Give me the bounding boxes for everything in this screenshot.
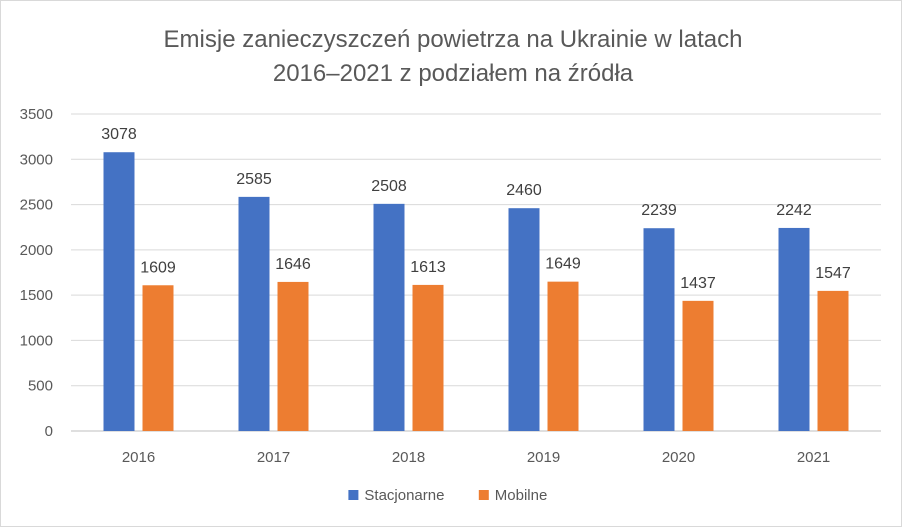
y-tick-label: 0: [45, 423, 53, 440]
y-axis-ticks: 0 500 1000 1500 2000 2500 3000 3500: [20, 106, 53, 440]
bar-mobilne-2018: [412, 284, 444, 431]
legend-label-stacjonarne: Stacjonarne: [364, 487, 444, 504]
y-tick-label: 3500: [20, 106, 53, 123]
x-tick-label: 2017: [257, 449, 290, 466]
y-tick-label: 1500: [20, 287, 53, 304]
y-tick-label: 2000: [20, 242, 53, 259]
data-labels: 3078 1609 2585 1646 2508 1613 2460 1649 2239 1437…: [101, 126, 851, 292]
legend: Stacjonarne Mobilne: [348, 487, 547, 504]
data-label: 1649: [545, 256, 581, 273]
legend-swatch-mobilne: [478, 490, 489, 500]
y-tick-label: 500: [28, 378, 53, 395]
data-label: 1609: [140, 259, 176, 276]
data-label: 1613: [410, 259, 446, 276]
x-tick-label: 2019: [527, 449, 560, 466]
bar-stacjonarne-2021: [778, 227, 810, 431]
data-label: 2239: [641, 202, 677, 219]
x-tick-label: 2020: [662, 449, 695, 466]
y-tick-label: 2500: [20, 197, 53, 214]
x-axis-ticks: 2016 2017 2018 2019 2020 2021: [122, 449, 830, 466]
data-label: 2508: [371, 178, 407, 195]
legend-label-mobilne: Mobilne: [495, 487, 548, 504]
bar-mobilne-2019: [547, 281, 579, 431]
data-label: 3078: [101, 126, 137, 143]
data-label: 1646: [275, 256, 311, 273]
bar-stacjonarne-2017: [238, 196, 270, 431]
y-tick-label: 3000: [20, 151, 53, 168]
bar-stacjonarne-2020: [643, 228, 675, 431]
data-label: 1547: [815, 265, 851, 282]
bar-stacjonarne-2019: [508, 208, 540, 431]
y-tick-label: 1000: [20, 332, 53, 349]
bar-stacjonarne-2018: [373, 203, 405, 431]
bars: [103, 152, 849, 432]
chart-title: Emisje zanieczyszczeń powietrza na Ukrai…: [164, 26, 743, 53]
bar-mobilne-2021: [817, 290, 849, 431]
bar-mobilne-2020: [682, 300, 714, 431]
x-tick-label: 2016: [122, 449, 155, 466]
data-label: 1437: [680, 275, 716, 292]
data-label: 2585: [236, 171, 272, 188]
bar-stacjonarne-2016: [103, 152, 135, 432]
data-label: 2242: [776, 202, 812, 219]
bar-mobilne-2017: [277, 281, 309, 431]
legend-swatch-stacjonarne: [348, 490, 359, 500]
x-tick-label: 2021: [797, 449, 830, 466]
chart-subtitle: 2016–2021 z podziałem na źródła: [273, 60, 634, 87]
bar-mobilne-2016: [142, 285, 174, 431]
gridlines: [71, 113, 881, 432]
x-tick-label: 2018: [392, 449, 425, 466]
data-label: 2460: [506, 182, 542, 199]
